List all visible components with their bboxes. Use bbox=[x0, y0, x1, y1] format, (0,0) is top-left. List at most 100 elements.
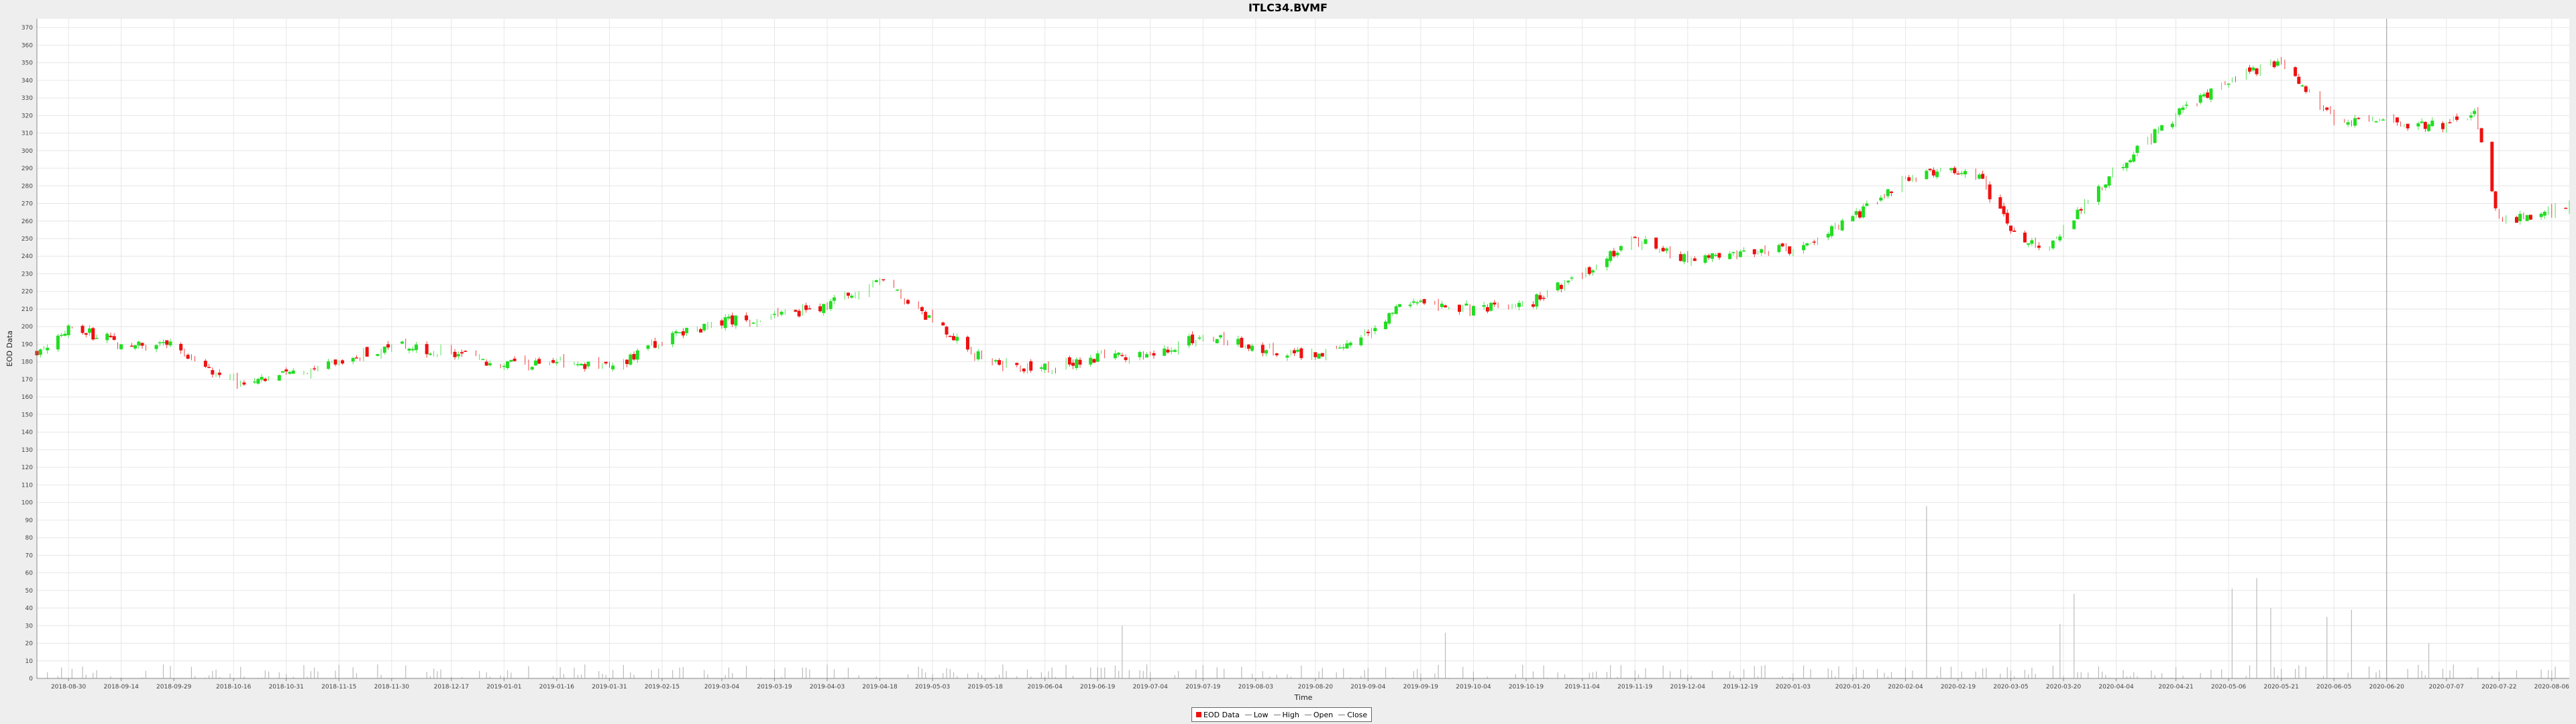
x-tick-label: 2019-01-01 bbox=[486, 684, 521, 690]
x-tick-label: 2019-07-04 bbox=[1133, 684, 1169, 690]
candle-body bbox=[2178, 108, 2182, 115]
candle-body bbox=[119, 344, 123, 349]
candle-body bbox=[2374, 121, 2378, 123]
candle-body bbox=[506, 361, 510, 369]
x-tick-label: 2019-09-04 bbox=[1350, 684, 1386, 690]
y-tick-label: 310 bbox=[21, 131, 33, 137]
candle-body bbox=[1408, 304, 1412, 306]
candle-body bbox=[1120, 355, 1124, 357]
candle-body bbox=[537, 359, 541, 364]
candle-body bbox=[60, 335, 64, 337]
candle-body bbox=[1752, 249, 1756, 255]
candle-body bbox=[671, 333, 675, 345]
y-axis-title: EOD Data bbox=[5, 330, 14, 367]
candle-body bbox=[850, 296, 854, 298]
candle-body bbox=[351, 358, 355, 362]
candle-body bbox=[95, 338, 99, 339]
y-tick-label: 40 bbox=[25, 605, 34, 612]
candle-body bbox=[646, 345, 650, 349]
x-tick-label: 2020-08-06 bbox=[2534, 684, 2570, 690]
y-tick-label: 350 bbox=[21, 60, 33, 67]
legend-item-eod: EOD Data bbox=[1196, 711, 1240, 719]
candle-body bbox=[1612, 251, 1616, 257]
candle-body bbox=[2023, 233, 2027, 243]
candle-body bbox=[874, 280, 878, 282]
candle-body bbox=[1246, 345, 1250, 349]
candle-body bbox=[414, 344, 418, 351]
candle-body bbox=[1865, 203, 1869, 206]
candle-body bbox=[1145, 354, 1149, 358]
candle-body bbox=[611, 365, 615, 369]
candle-body bbox=[1879, 197, 1883, 201]
candle-body bbox=[488, 363, 492, 365]
candle-body bbox=[2030, 240, 2034, 244]
candle-body bbox=[1886, 189, 1890, 196]
candle-body bbox=[313, 368, 317, 369]
candle-body bbox=[260, 377, 264, 380]
candle-body bbox=[580, 363, 584, 366]
candle-body bbox=[1531, 304, 1535, 307]
candle-body bbox=[217, 372, 221, 375]
candle-body bbox=[941, 322, 945, 326]
candle-body bbox=[277, 375, 281, 381]
candle-body bbox=[2198, 95, 2202, 103]
x-tick-label: 2019-07-19 bbox=[1185, 684, 1221, 690]
x-tick-label: 2019-05-18 bbox=[968, 684, 1004, 690]
candle-body bbox=[2005, 213, 2009, 224]
candle-body bbox=[1953, 168, 1957, 174]
candle-body bbox=[186, 355, 190, 359]
candle-body bbox=[1556, 282, 1560, 291]
x-tick-label: 2020-06-20 bbox=[2369, 684, 2405, 690]
candle-body bbox=[727, 316, 731, 319]
candle-body bbox=[1285, 355, 1289, 358]
candle-body bbox=[91, 328, 95, 340]
candle-body bbox=[1851, 216, 1855, 222]
candle-body bbox=[46, 347, 50, 351]
candle-body bbox=[924, 312, 928, 320]
x-tick-label: 2019-03-19 bbox=[757, 684, 792, 690]
x-axis-title: Time bbox=[1294, 693, 1313, 702]
candle-body bbox=[2272, 61, 2276, 68]
candle-body bbox=[411, 349, 415, 351]
candle-body bbox=[453, 351, 457, 357]
candle-body bbox=[1457, 304, 1461, 312]
y-tick-label: 190 bbox=[21, 341, 33, 348]
candle-body bbox=[1482, 305, 1486, 307]
candle-body bbox=[1981, 174, 1985, 179]
candle-body bbox=[84, 333, 88, 335]
candle-body bbox=[822, 304, 826, 313]
candle-body bbox=[1633, 237, 1637, 239]
candle-body bbox=[1187, 336, 1191, 346]
candle-body bbox=[2346, 122, 2350, 125]
x-tick-label: 2020-06-05 bbox=[2316, 684, 2351, 690]
candle-body bbox=[1169, 350, 1173, 352]
candle-body bbox=[2076, 209, 2080, 219]
candle-body bbox=[1338, 347, 1342, 349]
candle-body bbox=[731, 315, 735, 324]
x-tick-label: 2018-10-31 bbox=[269, 684, 304, 690]
candle-body bbox=[1829, 226, 1833, 237]
candle-body bbox=[1215, 339, 1219, 343]
candle-body bbox=[1075, 359, 1079, 369]
candle-body bbox=[583, 364, 587, 369]
candle-body bbox=[154, 345, 158, 349]
candle-body bbox=[955, 337, 959, 341]
y-tick-label: 150 bbox=[21, 412, 33, 418]
candle-body bbox=[808, 308, 812, 310]
candle-body bbox=[1089, 357, 1093, 365]
y-tick-label: 90 bbox=[25, 518, 34, 524]
candle-body bbox=[632, 354, 636, 360]
y-tick-label: 80 bbox=[25, 535, 34, 542]
candle-body bbox=[2297, 76, 2301, 84]
candle-body bbox=[1960, 172, 1964, 174]
candle-body bbox=[2037, 245, 2041, 248]
x-tick-label: 2020-02-04 bbox=[1888, 684, 1923, 690]
candle-body bbox=[112, 336, 116, 340]
candle-body bbox=[2251, 67, 2255, 70]
candle-body bbox=[2564, 207, 2568, 209]
candle-body bbox=[203, 361, 207, 367]
x-axis-ticks: 2018-08-30 2018-09-14 2018-09-29 2018-10-16… bbox=[51, 678, 2569, 690]
y-tick-label: 100 bbox=[21, 500, 33, 507]
x-tick-label: 2019-11-04 bbox=[1565, 684, 1601, 690]
candle-body bbox=[464, 351, 468, 352]
